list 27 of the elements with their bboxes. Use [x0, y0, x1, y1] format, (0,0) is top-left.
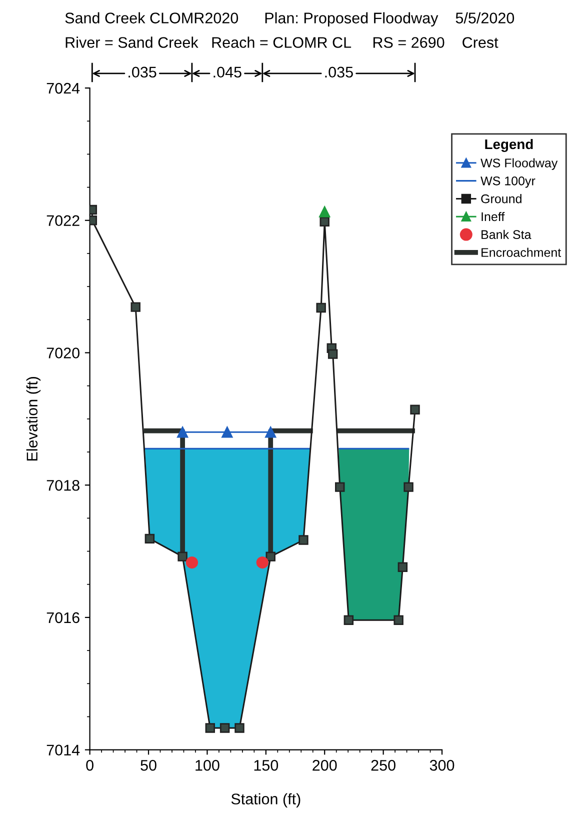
legend-label: WS 100yr	[480, 176, 536, 188]
x-tick-label: 300	[430, 760, 454, 771]
y-tick-label: 7014	[46, 744, 80, 756]
y-tick-label: 7024	[46, 82, 80, 94]
chart-title: Sand Creek CLOMR2020 Plan: Proposed Floodway 5/5/2020	[65, 12, 514, 26]
legend-title: Legend	[485, 138, 533, 152]
text: .035	[128, 66, 156, 78]
legend-label: Ineff	[482, 212, 505, 222]
x-tick-label: 50	[140, 760, 156, 771]
x-axis-title: Station (ft)	[231, 793, 300, 808]
x-tick-label: 200	[312, 760, 337, 771]
x-tick-label: 250	[371, 760, 396, 771]
text: .045	[214, 66, 242, 78]
legend-label: Bank Sta	[482, 230, 532, 240]
text: .035	[325, 66, 353, 78]
x-tick-label: 100	[196, 760, 220, 771]
legend-label: WS Floodway	[480, 158, 558, 170]
y-tick-label: 7022	[46, 215, 80, 226]
legend-label: Ground	[481, 194, 522, 204]
y-axis-title: Elevation (ft)	[26, 376, 41, 461]
y-tick-label: 7018	[46, 480, 80, 491]
y-tick-label: 7016	[46, 612, 80, 624]
y-tick-label: 7020	[46, 348, 80, 358]
x-tick-label: 0	[86, 760, 94, 771]
legend-label: Encroachment	[482, 248, 562, 257]
x-tick-label: 150	[254, 760, 278, 771]
chart-subtitle: River = Sand Creek Reach = CLOMR CL RS = 2690 Crest	[66, 36, 498, 48]
